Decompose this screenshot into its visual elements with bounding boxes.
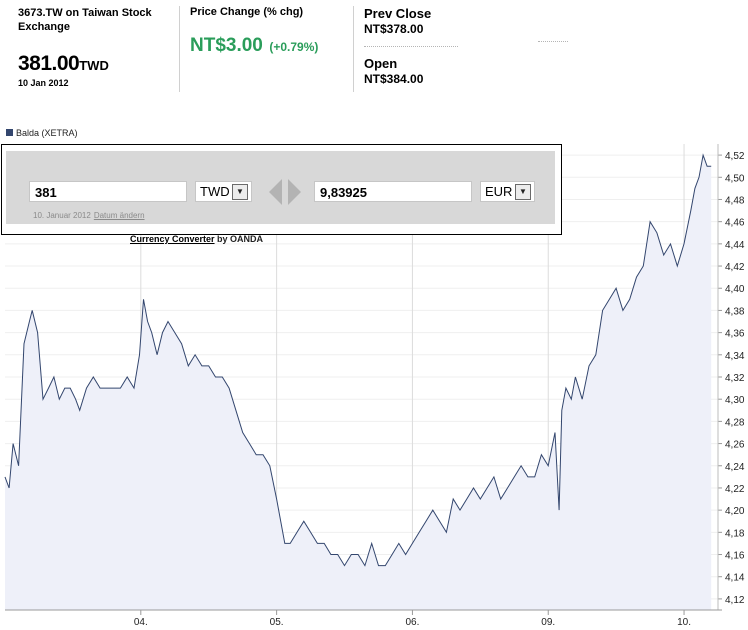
y-tick-label: 4,38 <box>725 306 745 317</box>
prev-close-value: NT$378.00 <box>364 22 424 36</box>
price-change-value: NT$3.00 <box>190 35 263 56</box>
y-tick-label: 4,14 <box>725 573 745 584</box>
price-currency: TWD <box>79 58 109 73</box>
divider <box>353 6 354 92</box>
y-tick-label: 4,20 <box>725 506 745 517</box>
y-tick-label: 4,18 <box>725 528 745 539</box>
converter-date: 10. Januar 2012 Datum ändern <box>33 211 145 220</box>
y-tick-label: 4,40 <box>725 284 745 295</box>
converter-panel: 381 TWD ▼ 9,83925 EUR ▼ 10. Januar 2012 D… <box>6 151 555 224</box>
price-chart[interactable]: 4,52 4,50 4,48 4,46 4,44 4,42 4,40 4,38 4,36 4,34… <box>0 138 748 630</box>
y-axis-labels: 4,52 4,50 4,48 4,46 4,44 4,42 4,40 4,38 4,36 4,34… <box>725 151 745 606</box>
x-tick-label: 05. <box>270 617 284 628</box>
oanda-credit: by OANDA <box>217 234 264 244</box>
y-tick-label: 4,36 <box>725 329 745 340</box>
last-price: 381.00TWD <box>18 52 178 76</box>
amount-input[interactable]: 381 <box>29 181 187 202</box>
exchange-label: 3673.TW on Taiwan Stock Exchange <box>18 7 152 33</box>
y-tick-label: 4,44 <box>725 240 745 251</box>
converter-date-text: 10. Januar 2012 <box>33 211 91 220</box>
y-tick-label: 4,26 <box>725 440 745 451</box>
y-tick-label: 4,52 <box>725 151 745 162</box>
price-change-percent: (+0.79%) <box>269 40 319 54</box>
y-tick-label: 4,34 <box>725 351 745 362</box>
y-tick-label: 4,12 <box>725 595 745 606</box>
chart-legend: Balda (XETRA) <box>6 128 78 138</box>
dotted-separator <box>538 41 568 42</box>
y-tick-label: 4,28 <box>725 417 745 428</box>
price-value: 381.00 <box>18 52 80 75</box>
legend-label: Balda (XETRA) <box>16 128 78 138</box>
price-change-value-row: NT$3.00 (+0.79%) <box>190 35 350 57</box>
change-date-link[interactable]: Datum ändern <box>93 211 145 220</box>
to-currency-value: EUR <box>485 184 513 199</box>
x-axis-labels: 04. 05. 06. 09. 10. <box>134 617 691 628</box>
y-tick-label: 4,46 <box>725 218 745 229</box>
y-tick-label: 4,16 <box>725 551 745 562</box>
chevron-down-icon[interactable]: ▼ <box>515 184 531 200</box>
quote-summary: 3673.TW on Taiwan Stock Exchange 381.00T… <box>18 6 178 88</box>
quote-date: 10 Jan 2012 <box>18 78 69 88</box>
converter-credit: Currency Converter by OANDA <box>130 234 263 244</box>
x-tick-label: 10. <box>677 617 691 628</box>
from-currency-select[interactable]: TWD ▼ <box>195 181 252 202</box>
swap-arrows-icon[interactable] <box>269 179 301 205</box>
y-tick-label: 4,50 <box>725 173 745 184</box>
price-line <box>4 153 712 567</box>
dotted-separator <box>364 46 458 47</box>
y-tick-label: 4,48 <box>725 195 745 206</box>
open-label: Open <box>364 56 398 71</box>
currency-converter-link[interactable]: Currency Converter <box>130 234 215 244</box>
y-tick-label: 4,32 <box>725 373 745 384</box>
from-currency-value: TWD <box>200 184 230 199</box>
y-tick-label: 4,24 <box>725 462 745 473</box>
chevron-down-icon[interactable]: ▼ <box>232 184 248 200</box>
y-tick-label: 4,30 <box>725 395 745 406</box>
x-tick-label: 09. <box>541 617 555 628</box>
y-tick-label: 4,22 <box>725 484 745 495</box>
open-value: NT$384.00 <box>364 72 424 86</box>
price-change-block: Price Change (% chg) NT$3.00 (+0.79%) <box>190 6 350 57</box>
stock-quote-header: 3673.TW on Taiwan Stock Exchange 381.00T… <box>0 0 748 100</box>
x-tick-label: 04. <box>134 617 148 628</box>
divider <box>179 6 180 92</box>
prev-close-open-block: Prev Close NT$378.00 Open NT$384.00 <box>364 6 494 86</box>
currency-converter-widget: 381 TWD ▼ 9,83925 EUR ▼ 10. Januar 2012 D… <box>1 144 562 235</box>
to-currency-select[interactable]: EUR ▼ <box>480 181 535 202</box>
x-tick-label: 06. <box>405 617 419 628</box>
legend-swatch <box>6 129 13 136</box>
result-field[interactable]: 9,83925 <box>314 181 472 202</box>
y-tick-label: 4,42 <box>725 262 745 273</box>
prev-close-label: Prev Close <box>364 6 432 21</box>
price-area-fill <box>5 155 712 610</box>
price-change-label: Price Change (% chg) <box>190 6 304 18</box>
